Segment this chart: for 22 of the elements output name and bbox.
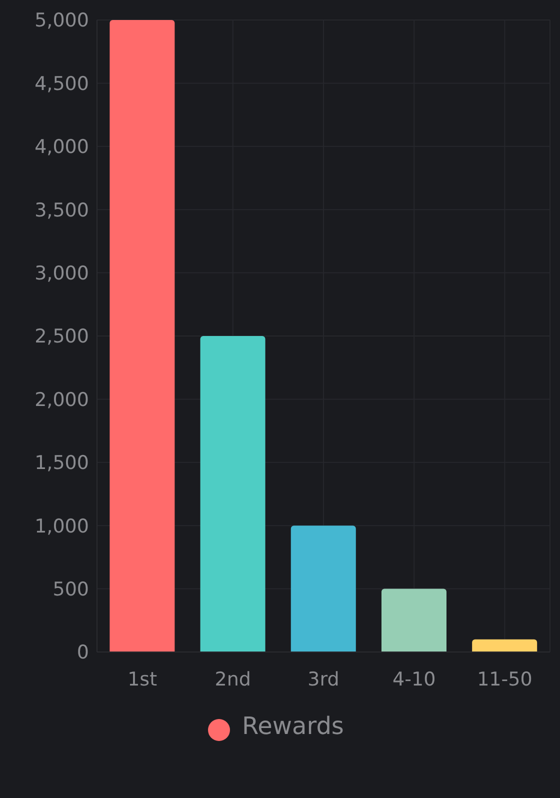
bar	[381, 588, 446, 652]
bar	[290, 526, 356, 652]
bar	[200, 336, 266, 652]
x-tick-label: 11-50	[477, 668, 532, 690]
y-tick-label: 4,500	[34, 72, 89, 95]
y-tick-label: 2,000	[34, 388, 89, 411]
y-tick-label: 3,000	[34, 262, 89, 285]
y-tick-label: 1,500	[34, 452, 89, 474]
y-tick-label: 4,000	[34, 136, 89, 158]
x-tick-label: 4-10	[392, 668, 436, 690]
bar	[110, 20, 175, 652]
y-tick-label: 5,000	[34, 10, 89, 32]
bar	[472, 639, 538, 652]
y-tick-label: 0	[76, 642, 89, 664]
x-tick-label: 3rd	[308, 668, 340, 690]
legend-label: Rewards	[242, 712, 344, 740]
x-tick-label: 1st	[128, 668, 158, 690]
y-tick-label: 1,000	[34, 515, 89, 538]
y-tick-label: 500	[52, 578, 89, 601]
y-tick-label: 2,500	[34, 326, 89, 348]
y-tick-label: 3,500	[34, 199, 89, 222]
x-tick-label: 2nd	[214, 668, 251, 690]
